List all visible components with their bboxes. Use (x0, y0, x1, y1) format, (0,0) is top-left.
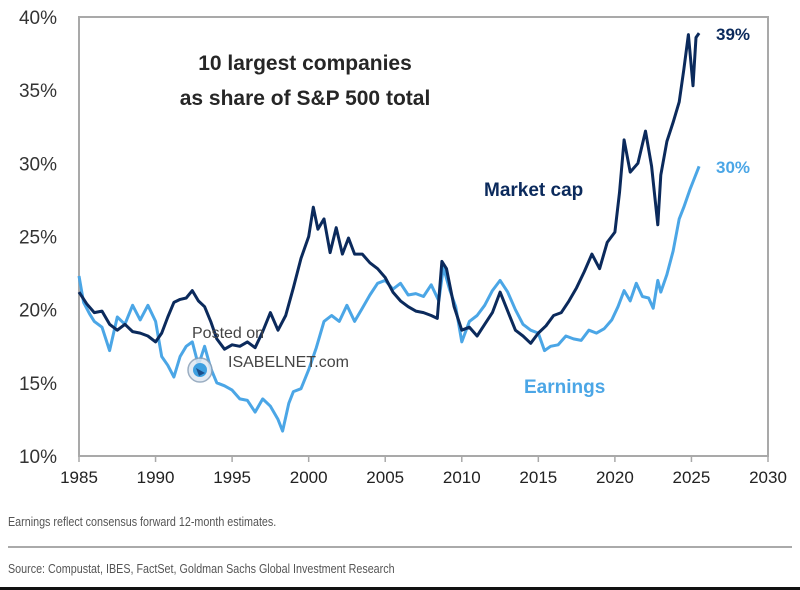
chart-title-line-2: as share of S&P 500 total (180, 87, 431, 110)
isabelnet-logo-icon (187, 357, 213, 383)
chart-title-line-1: 10 largest companies (198, 52, 412, 75)
x-tick-label: 1990 (137, 468, 175, 487)
watermark-posted-on: Posted on (192, 325, 264, 342)
watermark: Posted on ISABELNET.com (187, 325, 349, 383)
x-tick-label: 2025 (673, 468, 711, 487)
series-line-market-cap (77, 32, 701, 351)
y-tick-label: 15% (19, 374, 57, 395)
series-label-market-cap: Market cap (484, 180, 583, 201)
plot-frame (78, 16, 769, 457)
watermark-site: ISABELNET.com (228, 354, 349, 371)
series-label-earnings: Earnings (524, 377, 605, 398)
y-tick-label: 30% (19, 154, 57, 175)
bottom-border (0, 587, 800, 590)
y-tick-label: 40% (19, 8, 57, 29)
y-tick-label: 10% (19, 447, 57, 468)
chart: 10% 15% 20% 25% 30% 35% 40% 1985 1990 1995 2000 20… (19, 8, 787, 487)
y-tick-label: 20% (19, 301, 57, 322)
x-tick-label: 2000 (290, 468, 328, 487)
footnote: Earnings reflect consensus forward 12-mo… (8, 515, 277, 529)
y-tick-label: 25% (19, 228, 57, 249)
divider (8, 546, 792, 548)
end-label-earnings: 30% (716, 158, 750, 177)
x-axis-ticks: 1985 1990 1995 2000 2005 2010 2015 2020 2025 2030 (60, 456, 787, 487)
series-line-earnings (77, 165, 701, 433)
x-tick-label: 1985 (60, 468, 98, 487)
x-tick-label: 2015 (519, 468, 557, 487)
y-tick-label: 35% (19, 81, 57, 102)
x-tick-label: 2010 (443, 468, 481, 487)
axes (78, 16, 769, 457)
x-tick-label: 1995 (213, 468, 251, 487)
end-label-market-cap: 39% (716, 25, 750, 44)
source-note: Source: Compustat, IBES, FactSet, Goldma… (8, 562, 395, 576)
x-tick-label: 2020 (596, 468, 634, 487)
x-tick-label: 2030 (749, 468, 787, 487)
series-layer (77, 32, 701, 433)
y-axis-ticks: 10% 15% 20% 25% 30% 35% 40% (19, 8, 57, 468)
x-tick-label: 2005 (366, 468, 404, 487)
